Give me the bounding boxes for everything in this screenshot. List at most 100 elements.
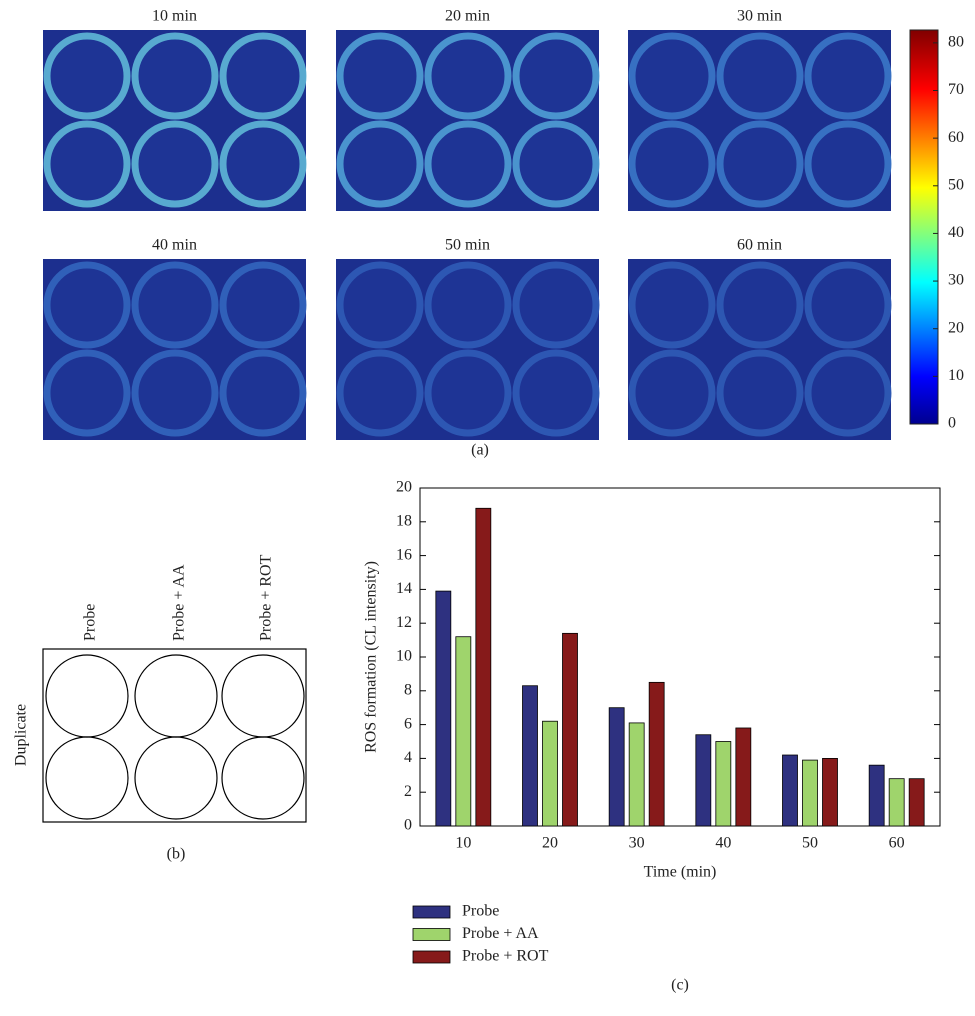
column-label: Probe + AA (171, 564, 188, 641)
row-label: Duplicate (13, 704, 30, 766)
panel-label: (b) (167, 846, 186, 863)
bar (609, 708, 624, 826)
well (135, 655, 217, 737)
x-tick-label: 10 (455, 835, 471, 852)
colorbar-tick-label: 60 (948, 129, 964, 146)
well-ring (223, 124, 303, 204)
well (46, 737, 128, 819)
well-ring (516, 124, 596, 204)
well-ring (223, 353, 303, 433)
well-ring (428, 124, 508, 204)
well-ring (808, 36, 888, 116)
panel-title: 60 min (737, 237, 782, 254)
bar (629, 723, 644, 826)
plate (43, 649, 306, 822)
well-ring (340, 353, 420, 433)
y-tick-label: 20 (396, 479, 412, 496)
well-ring (135, 265, 215, 345)
well-ring (516, 36, 596, 116)
well-ring (47, 265, 127, 345)
well-ring (135, 124, 215, 204)
legend-label: Probe + AA (462, 925, 539, 942)
legend-label: Probe + ROT (462, 948, 549, 965)
x-tick-label: 60 (889, 835, 905, 852)
bar (803, 760, 818, 826)
well (222, 655, 304, 737)
colorbar-tick-label: 20 (948, 319, 964, 336)
well-ring (47, 353, 127, 433)
y-tick-label: 16 (396, 546, 412, 563)
y-tick-label: 10 (396, 648, 412, 665)
well-ring (720, 36, 800, 116)
bar (716, 742, 731, 827)
legend-swatch (413, 906, 450, 918)
well-ring (340, 124, 420, 204)
well-ring (135, 36, 215, 116)
x-tick-label: 50 (802, 835, 818, 852)
x-axis-title: Time (min) (644, 864, 717, 881)
colorbar-tick-label: 80 (948, 34, 964, 51)
bar (563, 633, 578, 826)
well-ring (340, 265, 420, 345)
y-tick-label: 2 (404, 783, 412, 800)
bar (436, 591, 451, 826)
colorbar-tick-label: 30 (948, 272, 964, 289)
legend-swatch (413, 929, 450, 941)
colorbar-tick-label: 0 (948, 415, 956, 432)
well-ring (428, 36, 508, 116)
well-ring (808, 265, 888, 345)
colorbar-tick-label: 40 (948, 224, 964, 241)
bar (649, 682, 664, 826)
bar (869, 765, 884, 826)
plot-frame (420, 488, 940, 826)
column-label: Probe (82, 604, 99, 641)
well-ring (808, 353, 888, 433)
panel-title: 40 min (152, 237, 197, 254)
legend-swatch (413, 951, 450, 963)
well-ring (632, 36, 712, 116)
well-ring (47, 124, 127, 204)
y-tick-label: 6 (404, 715, 412, 732)
bar (696, 735, 711, 826)
bar (823, 758, 838, 826)
colorbar-tick-label: 50 (948, 176, 964, 193)
x-tick-label: 40 (715, 835, 731, 852)
y-axis-title: ROS formation (CL intensity) (363, 561, 380, 753)
well-ring (516, 265, 596, 345)
colorbar-tick-label: 10 (948, 367, 964, 384)
well-ring (632, 265, 712, 345)
well-ring (223, 265, 303, 345)
well-ring (428, 353, 508, 433)
bar (476, 508, 491, 826)
y-tick-label: 4 (404, 749, 412, 766)
panel-title: 50 min (445, 237, 490, 254)
panel-title: 20 min (445, 8, 490, 25)
well-ring (340, 36, 420, 116)
y-tick-label: 12 (396, 614, 412, 631)
bar (736, 728, 751, 826)
y-tick-label: 18 (396, 512, 412, 529)
y-tick-label: 0 (404, 817, 412, 834)
well (135, 737, 217, 819)
well-ring (632, 124, 712, 204)
bar (523, 686, 538, 826)
well-ring (808, 124, 888, 204)
bar (909, 779, 924, 826)
x-tick-label: 30 (629, 835, 645, 852)
bar (783, 755, 798, 826)
well (46, 655, 128, 737)
bar (543, 721, 558, 826)
well-ring (720, 353, 800, 433)
well-ring (720, 124, 800, 204)
well-ring (632, 353, 712, 433)
well-ring (428, 265, 508, 345)
well-ring (720, 265, 800, 345)
well-ring (223, 36, 303, 116)
well-ring (47, 36, 127, 116)
well-ring (516, 353, 596, 433)
colorbar (910, 30, 938, 424)
well (222, 737, 304, 819)
y-tick-label: 8 (404, 681, 412, 698)
figure: 10 min20 min30 min40 min50 min60 min0102… (0, 0, 975, 1016)
column-label: Probe + ROT (258, 554, 275, 641)
